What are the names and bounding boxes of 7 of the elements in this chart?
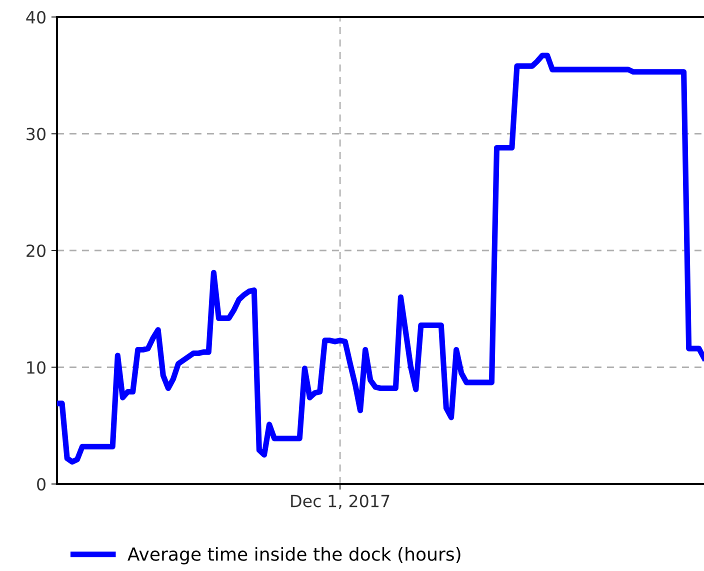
y-tick-label: 10 [27, 361, 46, 374]
legend-label: Average time inside the dock (hours) [128, 546, 460, 564]
y-tick-label: 20 [26, 244, 46, 258]
y-tick-label: 30 [26, 128, 46, 140]
x-tick-label: Dec 1, 2017 [291, 494, 390, 510]
y-tick-label: 40 [26, 10, 46, 24]
y-tick-label: 0 [37, 478, 46, 491]
